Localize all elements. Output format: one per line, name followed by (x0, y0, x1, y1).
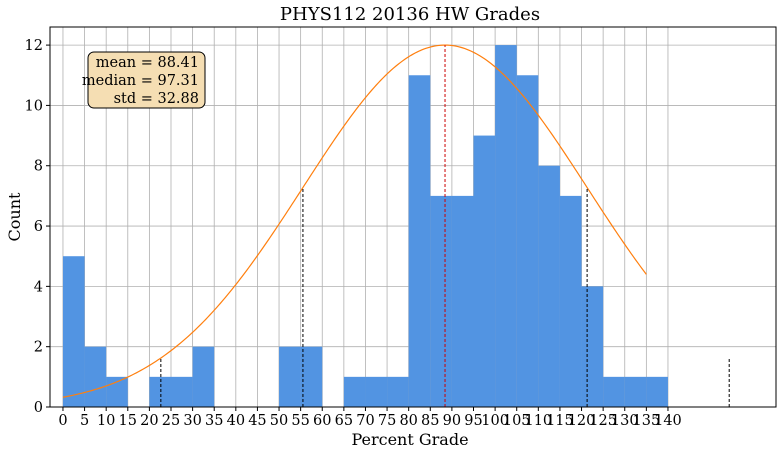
histogram-bar (62, 256, 85, 407)
histogram-bar (84, 346, 107, 407)
x-axis-label: Percent Grade (351, 430, 468, 449)
stats-box: mean = 88.41 median = 97.31 std = 32.88 (82, 51, 206, 109)
x-tick-label: 5 (80, 413, 89, 429)
histogram-bar (451, 195, 474, 407)
x-tick-label: 60 (313, 413, 331, 429)
x-tick-label: 45 (248, 413, 266, 429)
x-axis-ticks: 0 5 10 15 20 25 30 35 40 45 50 55 60 65 70 75 80 85 90 9510… (58, 407, 682, 429)
chart-title: PHYS112 20136 HW Grades (280, 4, 540, 25)
stat-lines (160, 45, 730, 407)
x-tick-label: 10 (97, 413, 115, 429)
histogram-bar (603, 376, 625, 407)
histogram-bar (149, 376, 171, 407)
y-tick-label: 0 (34, 400, 43, 416)
histogram-bars (62, 45, 668, 408)
histogram-bar (365, 376, 388, 407)
histogram-bar (473, 135, 496, 408)
histogram-bar (171, 376, 193, 407)
histogram-bar (559, 195, 582, 407)
y-tick-label: 2 (34, 340, 43, 356)
histogram-bar (516, 75, 539, 407)
x-tick-label: 90 (443, 413, 461, 429)
x-tick-label: 135 (633, 413, 661, 429)
histogram-bar (300, 346, 323, 407)
x-tick-label: 105 (503, 413, 531, 429)
x-tick-label: 30 (183, 413, 201, 429)
histogram-bar (192, 346, 215, 407)
y-axis-label: Count (5, 192, 24, 241)
x-tick-label: 125 (589, 413, 617, 429)
stats-box-background (87, 51, 206, 109)
y-tick-label: 8 (34, 159, 43, 175)
histogram-bar (408, 75, 431, 407)
x-tick-label: 80 (399, 413, 417, 429)
plot-frame (49, 26, 777, 408)
histogram-bar (581, 286, 604, 407)
histogram-bar (624, 376, 647, 407)
x-tick-label: 85 (421, 413, 439, 429)
histogram-bar (646, 376, 668, 407)
y-tick-label: 6 (34, 219, 43, 235)
normal-fit-curve (62, 44, 647, 398)
histogram-bar (495, 45, 517, 407)
x-tick-label: 95 (464, 413, 482, 429)
x-tick-label: 120 (568, 413, 596, 429)
histogram-bar (430, 195, 452, 407)
x-tick-label: 130 (611, 413, 639, 429)
stats-std: std = 32.88 (114, 91, 199, 107)
stats-median: median = 97.31 (82, 73, 199, 89)
histogram-bar (279, 346, 301, 407)
x-tick-label: 75 (378, 413, 396, 429)
x-tick-label: 100 (481, 413, 509, 429)
y-tick-label: 12 (25, 38, 43, 54)
x-tick-label: 55 (291, 413, 309, 429)
x-tick-label: 70 (356, 413, 374, 429)
x-tick-label: 40 (227, 413, 245, 429)
x-tick-label: 110 (524, 413, 552, 429)
x-tick-label: 140 (654, 413, 682, 429)
histogram-bar (387, 376, 409, 407)
histogram-bar (343, 376, 366, 407)
y-axis-ticks: 0 2 4 6 8 10 12 (25, 38, 50, 416)
x-tick-label: 50 (270, 413, 288, 429)
x-tick-label: 65 (335, 413, 353, 429)
x-tick-label: 35 (205, 413, 223, 429)
y-tick-label: 10 (25, 98, 43, 114)
x-tick-label: 0 (58, 413, 67, 429)
x-tick-label: 25 (162, 413, 180, 429)
stats-mean: mean = 88.41 (96, 55, 199, 71)
normal-fit (62, 44, 647, 398)
y-tick-label: 4 (34, 279, 43, 295)
histogram-bar (538, 165, 560, 407)
x-tick-label: 20 (140, 413, 158, 429)
x-tick-label: 115 (546, 413, 574, 429)
x-tick-label: 15 (119, 413, 137, 429)
